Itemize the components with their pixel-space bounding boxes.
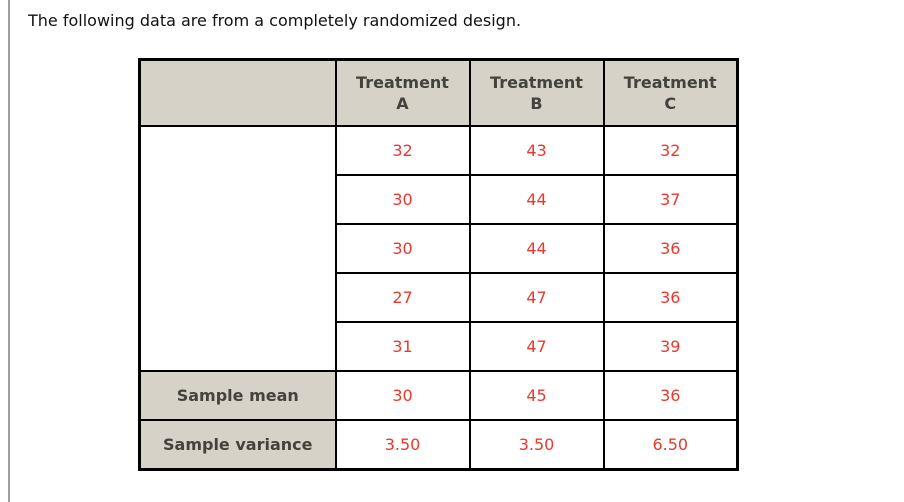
table-row: 30 44 36 [140,223,739,274]
col-header-line: Treatment [356,73,449,92]
data-cell: 31 [334,321,471,372]
data-cell: 36 [602,223,739,274]
col-header-treatment-c: Treatment C [602,58,739,127]
col-header-line: Treatment [490,73,583,92]
corner-cell [138,58,337,127]
data-cell: 30 [334,174,471,225]
col-header-treatment-a: Treatment A [334,58,471,127]
header-row: Treatment A Treatment B Treatment C [138,58,739,127]
col-header-line: A [396,94,409,113]
row-label-sample-mean: Sample mean [138,370,337,421]
col-header-treatment-b: Treatment B [468,58,605,127]
col-header-line: B [530,94,543,113]
data-cell: 39 [602,321,739,372]
data-cell: 36 [602,370,739,421]
data-cell: 27 [334,272,471,323]
data-cell: 43 [468,125,605,176]
table-row: 31 47 39 [140,321,739,372]
empty-stub-cell [138,125,337,372]
table-row: 32 43 32 [138,125,739,372]
data-cell: 44 [468,174,605,225]
data-cell: 3.50 [334,419,471,471]
data-cell: 32 [602,125,739,176]
summary-row: Sample variance 3.50 3.50 6.50 [138,419,739,471]
col-header-line: C [664,94,677,113]
data-cell: 44 [468,223,605,274]
data-cell: 45 [468,370,605,421]
data-cell: 30 [334,223,471,274]
page-title: The following data are from a completely… [28,11,522,30]
data-cell: 3.50 [468,419,605,471]
data-cell: 47 [468,321,605,372]
row-label-sample-variance: Sample variance [138,419,337,471]
summary-row: Sample mean 30 45 36 [138,370,739,421]
data-cell: 32 [334,125,471,176]
data-cell: 47 [468,272,605,323]
page-left-rule [8,0,10,502]
data-cell: 36 [602,272,739,323]
data-cell: 30 [334,370,471,421]
col-header-line: Treatment [623,73,717,92]
table-row: 30 44 37 [140,174,739,225]
data-cell: 37 [602,174,739,225]
data-cell: 6.50 [602,419,739,471]
table-row: 27 47 36 [140,272,739,323]
data-table: Treatment A Treatment B Treatment C 32 4… [138,58,739,471]
